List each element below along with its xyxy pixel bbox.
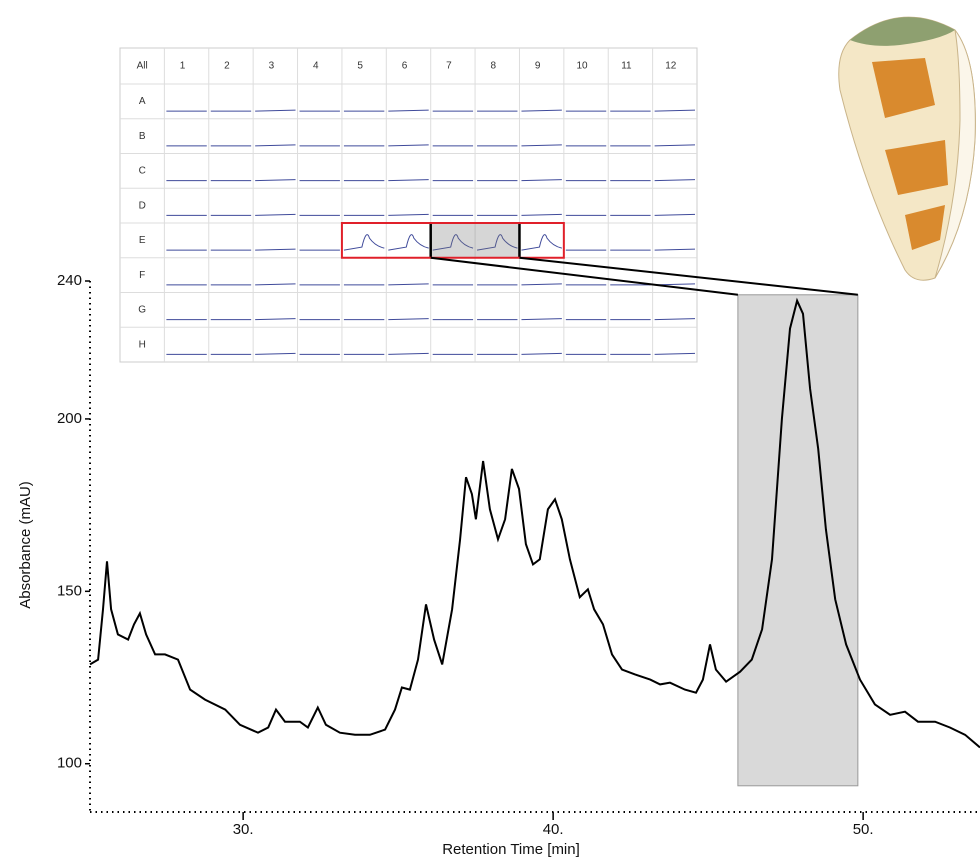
inset-row-label: C <box>139 166 146 177</box>
well-trace <box>654 144 696 147</box>
well-trace <box>388 109 429 112</box>
inset-column-label: 10 <box>576 61 588 72</box>
inset-column-label: 1 <box>180 61 186 72</box>
connector <box>430 256 739 296</box>
inset-row-label: E <box>139 235 146 246</box>
inset-row-label: H <box>139 339 146 350</box>
inset-row-label: D <box>139 200 146 211</box>
y-tick-label: 100 <box>57 755 82 772</box>
inset-row-label: F <box>139 270 145 281</box>
well-trace <box>388 179 429 182</box>
well-trace <box>476 234 518 251</box>
inset-column-label: 9 <box>535 61 541 72</box>
well-trace <box>654 352 696 355</box>
inset-column-label: 5 <box>357 61 363 72</box>
inset-column-label: 6 <box>402 61 408 72</box>
x-tick-label: 30. <box>233 821 254 838</box>
well-trace <box>255 179 296 182</box>
inset-panel <box>119 47 698 363</box>
highlight-region <box>737 294 859 787</box>
well-trace <box>654 213 696 216</box>
x-tick-label: 40. <box>543 821 564 838</box>
well-trace <box>654 179 696 182</box>
well-trace <box>521 234 562 251</box>
well-trace <box>521 352 562 355</box>
y-tick-label: 240 <box>57 272 82 289</box>
well-trace <box>388 234 429 251</box>
chromatogram-line <box>89 297 980 749</box>
well-trace <box>255 318 296 321</box>
x-axis-label: Retention Time [min] <box>442 841 580 858</box>
y-tick-label: 150 <box>57 582 82 599</box>
inset-column-label: 4 <box>313 61 319 72</box>
well-trace <box>255 248 296 251</box>
inset-column-label: 3 <box>269 61 275 72</box>
inset-column-label: 8 <box>490 61 496 72</box>
cone-shell <box>838 16 976 281</box>
well-trace <box>521 144 562 147</box>
well-trace <box>521 213 562 216</box>
well-trace <box>654 109 696 112</box>
inset-column-label: 2 <box>224 61 230 72</box>
well-trace <box>654 248 696 251</box>
well-trace <box>388 144 429 147</box>
x-tick-label: 50. <box>853 821 874 838</box>
well-trace <box>255 213 296 216</box>
inset-row-label: G <box>138 305 146 316</box>
well-trace <box>255 352 296 355</box>
well-trace <box>432 234 474 251</box>
inset-column-label: All <box>137 61 148 72</box>
y-tick-label: 200 <box>57 410 82 427</box>
well-trace <box>255 109 296 112</box>
inset-column-label: 11 <box>621 61 632 72</box>
gray-selection <box>430 223 520 258</box>
well-trace <box>521 109 562 112</box>
y-axis-label: Absorbance (mAU) <box>17 481 34 609</box>
inset-row-label: A <box>139 96 146 107</box>
inset-column-label: 7 <box>446 61 452 72</box>
well-trace <box>388 318 429 321</box>
well-trace <box>388 352 429 355</box>
well-trace <box>388 283 429 286</box>
well-trace <box>654 318 696 321</box>
inset-row-label: B <box>139 131 146 142</box>
well-trace <box>255 283 296 286</box>
connector <box>519 256 858 296</box>
well-trace <box>343 234 385 251</box>
well-trace <box>388 213 429 216</box>
red-selection <box>340 222 565 259</box>
well-trace <box>255 144 296 147</box>
well-trace <box>521 283 562 286</box>
well-trace <box>521 318 562 321</box>
well-trace <box>521 179 562 182</box>
inset-column-label: 12 <box>665 61 677 72</box>
